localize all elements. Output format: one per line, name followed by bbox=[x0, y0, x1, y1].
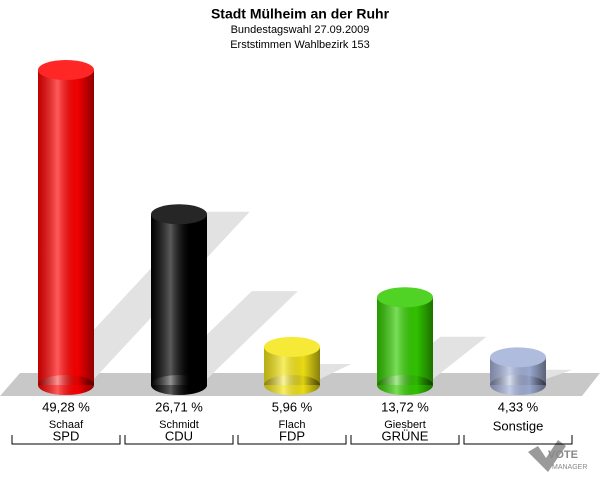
candidate-label: Schmidt bbox=[159, 419, 199, 431]
brand-text: MANAGER bbox=[552, 464, 587, 471]
chart-title: Stadt Mülheim an der Ruhr bbox=[211, 6, 390, 22]
bar-top bbox=[38, 60, 94, 80]
bar-top-light bbox=[151, 204, 207, 225]
bar-top-light bbox=[377, 287, 433, 308]
x-tick-label: GRÜNE bbox=[382, 428, 429, 443]
candidate-label: Schaaf bbox=[49, 419, 84, 431]
value-label: 4,33 % bbox=[498, 399, 539, 414]
bar-top bbox=[264, 336, 320, 357]
bar-shade bbox=[151, 214, 207, 385]
category-bracket bbox=[463, 435, 573, 445]
value-label: 26,71 % bbox=[155, 399, 203, 414]
category-bracket bbox=[124, 435, 234, 445]
bar-top-light bbox=[38, 60, 94, 80]
value-label: 49,28 % bbox=[42, 399, 90, 414]
category-bracket bbox=[11, 435, 121, 445]
bar-top bbox=[151, 204, 207, 225]
chart-subtitle: Erststimmen Wahlbezirk 153 bbox=[230, 39, 370, 51]
bar-top bbox=[490, 347, 546, 368]
candidate-label: Flach bbox=[279, 419, 306, 431]
x-tick-label: FDP bbox=[279, 428, 305, 443]
brand-text: VOTE bbox=[548, 449, 578, 461]
brand-logo: VOTE MANAGER bbox=[528, 440, 587, 472]
bar-shade bbox=[377, 297, 433, 385]
logo-check bbox=[528, 440, 566, 472]
x-tick-label: CDU bbox=[165, 428, 193, 443]
bar-top-light bbox=[490, 347, 546, 368]
bar-top-light bbox=[264, 336, 320, 357]
x-tick-label: SPD bbox=[53, 428, 80, 443]
bar-top bbox=[377, 287, 433, 308]
chart-subtitle: Bundestagswahl 27.09.2009 bbox=[231, 24, 370, 36]
candidate-label: Giesbert bbox=[384, 419, 426, 431]
x-tick-label: Sonstige bbox=[493, 418, 544, 433]
bar-shade bbox=[38, 70, 94, 385]
category-bracket bbox=[350, 435, 460, 445]
value-label: 5,96 % bbox=[272, 399, 313, 414]
category-bracket bbox=[237, 435, 347, 445]
value-label: 13,72 % bbox=[381, 399, 429, 414]
